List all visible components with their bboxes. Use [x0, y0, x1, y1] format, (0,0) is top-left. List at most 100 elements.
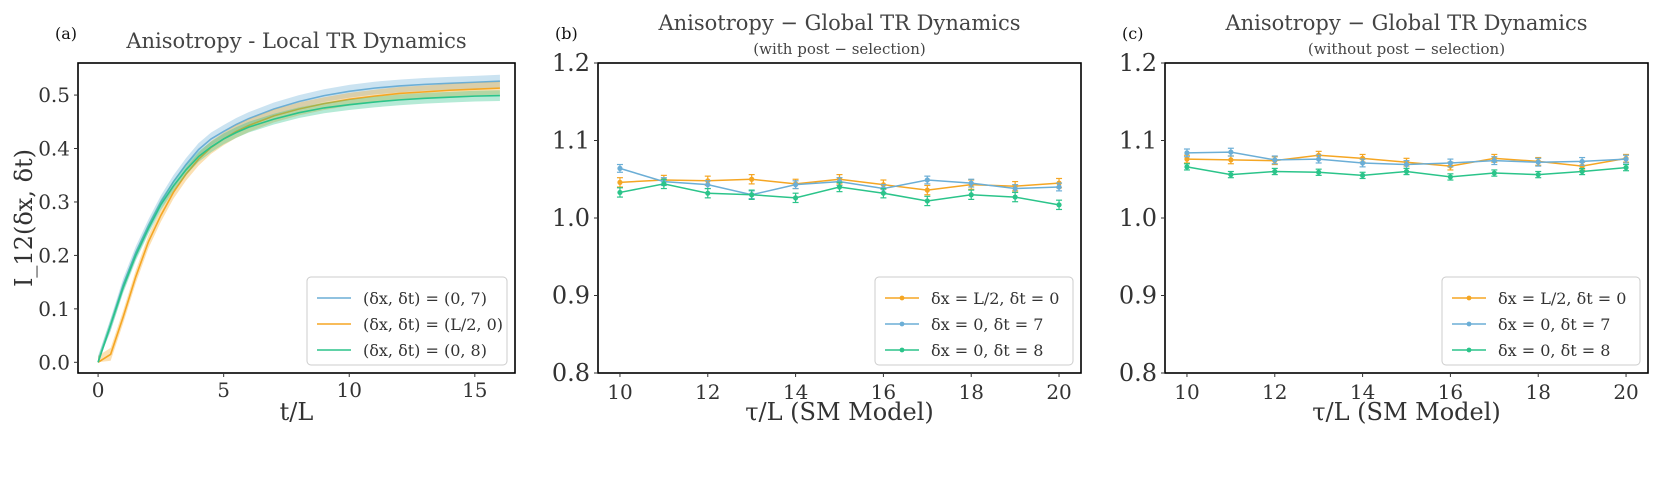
- legend-marker-blue: [899, 321, 905, 327]
- series-green-point: [1579, 168, 1585, 175]
- series-green-point: [749, 192, 755, 198]
- series-orange-point: [1228, 157, 1234, 163]
- legend-marker-orange: [899, 295, 905, 301]
- x-tick-label: 16: [1438, 380, 1463, 404]
- series-blue-point: [1056, 184, 1062, 190]
- legend-entry-orange: δx = L/2, δt = 0: [931, 289, 1059, 308]
- series-orange-point: [1184, 156, 1190, 162]
- y-axis-label: I_12(δx, δt): [10, 149, 38, 287]
- series-blue-point: [1403, 161, 1410, 168]
- series-blue-point: [968, 180, 974, 186]
- series-green-point: [1403, 168, 1410, 175]
- series-blue-point: [1272, 157, 1278, 163]
- series-green-point: [1535, 172, 1541, 178]
- series-blue-point: [1491, 158, 1497, 164]
- chart-subtitle: (with post − selection): [753, 40, 925, 58]
- x-tick-label: 20: [1046, 380, 1071, 404]
- x-tick-label: 15: [462, 378, 487, 402]
- legend-entry-green: δx = 0, δt = 8: [1498, 341, 1610, 360]
- legend-marker-blue: [1466, 321, 1472, 327]
- panel-label: (c): [1122, 24, 1143, 43]
- legend-entry-orange: δx = L/2, δt = 0: [1498, 289, 1626, 308]
- legend-marker-green: [1466, 347, 1472, 353]
- series-green-point: [1359, 172, 1366, 178]
- series-orange-point: [924, 187, 930, 193]
- chart-panel-1: (b) Anisotropy − Global TR Dynamics (with …: [552, 11, 1082, 426]
- y-tick-label: 0.9: [1119, 282, 1157, 310]
- x-tick-label: 14: [1350, 380, 1375, 404]
- x-tick-label: 10: [337, 378, 362, 402]
- y-tick-label: 1.0: [1119, 204, 1157, 232]
- series-blue-point: [924, 177, 930, 183]
- chart-title: Anisotropy - Local TR Dynamics: [125, 29, 466, 53]
- legend-box: [306, 276, 508, 366]
- y-tick-label: 0.8: [552, 359, 590, 387]
- series-blue-point: [1184, 150, 1190, 156]
- series-green-point: [1623, 165, 1629, 171]
- x-tick-label: 16: [871, 380, 896, 404]
- series-green-point: [968, 192, 974, 198]
- x-tick-label: 18: [1526, 380, 1551, 404]
- legend-entry-green: δx = 0, δt = 8: [931, 341, 1043, 360]
- chart-title: Anisotropy − Global TR Dynamics: [657, 11, 1020, 35]
- series-blue-point: [705, 182, 711, 188]
- plot-area: [616, 163, 1063, 211]
- series-green-point: [705, 190, 711, 196]
- series-blue-point: [792, 182, 799, 188]
- x-tick-label: 12: [1262, 380, 1287, 404]
- plot-area: [1183, 147, 1630, 181]
- series-orange-point: [749, 176, 755, 182]
- series-blue-point: [1623, 156, 1629, 162]
- y-tick-label: 0.1: [38, 297, 70, 321]
- series-green-point: [1272, 168, 1278, 175]
- legend-entry-blue: δx = 0, δt = 7: [931, 315, 1043, 334]
- series-blue-point: [1012, 185, 1018, 192]
- legend: δx = L/2, δt = 0 δx = 0, δt = 7 δx = 0, δt…: [874, 276, 1074, 366]
- series-blue-point: [1228, 149, 1234, 155]
- series-blue-point: [1359, 160, 1366, 166]
- series-green-line: [97, 94, 500, 363]
- series-blue-point: [1316, 156, 1322, 162]
- series-green-point: [924, 198, 930, 204]
- series-green-point: [1316, 169, 1322, 175]
- x-axis-label: τ/L (SM Model): [1312, 398, 1501, 426]
- series-blue-point: [1535, 159, 1541, 165]
- series-blue-line: [97, 80, 500, 363]
- series-blue-point: [1447, 160, 1454, 166]
- y-tick-label: 0.2: [38, 243, 70, 267]
- series-green-point: [1184, 164, 1190, 170]
- series-green-point: [1447, 174, 1454, 180]
- y-tick-label: 1.1: [1119, 127, 1157, 155]
- series-green-point: [1056, 202, 1062, 208]
- y-tick-label: 1.0: [552, 204, 590, 232]
- plot-frame: [77, 62, 516, 374]
- legend-box: [874, 276, 1074, 366]
- x-axis-label: τ/L (SM Model): [745, 398, 934, 426]
- series-blue-point: [617, 165, 623, 171]
- x-tick-label: 18: [959, 380, 984, 404]
- series-green-point: [617, 189, 623, 196]
- legend: (δx, δt) = (0, 7) (δx, δt) = (L/2, 0) (δx,…: [306, 276, 508, 366]
- x-tick-label: 10: [607, 380, 632, 404]
- legend-entry-orange: (δx, δt) = (L/2, 0): [363, 315, 503, 334]
- chart-panel-0: (a) Anisotropy - Local TR Dynamics 0 5 10 15 0…: [10, 24, 516, 426]
- y-tick-label: 0.3: [38, 190, 70, 214]
- panel-label: (a): [55, 24, 77, 43]
- y-tick-label: 0.8: [1119, 359, 1157, 387]
- x-tick-label: 12: [695, 380, 720, 404]
- y-tick-label: 1.2: [1119, 49, 1157, 77]
- y-tick-label: 0.4: [38, 137, 70, 161]
- legend-entry-blue: δx = 0, δt = 7: [1498, 315, 1610, 334]
- panel-label: (b): [555, 24, 578, 43]
- series-green-point: [1491, 170, 1497, 176]
- x-tick-label: 14: [783, 380, 808, 404]
- y-tick-label: 0.9: [552, 282, 590, 310]
- x-tick-label: 10: [1174, 380, 1199, 404]
- series-green-band: [98, 90, 500, 363]
- series-green-point: [880, 190, 887, 196]
- x-tick-label: 0: [92, 378, 105, 402]
- series-blue-band: [98, 74, 500, 363]
- legend-marker-orange: [1466, 295, 1472, 301]
- legend: δx = L/2, δt = 0 δx = 0, δt = 7 δx = 0, δt…: [1441, 276, 1641, 366]
